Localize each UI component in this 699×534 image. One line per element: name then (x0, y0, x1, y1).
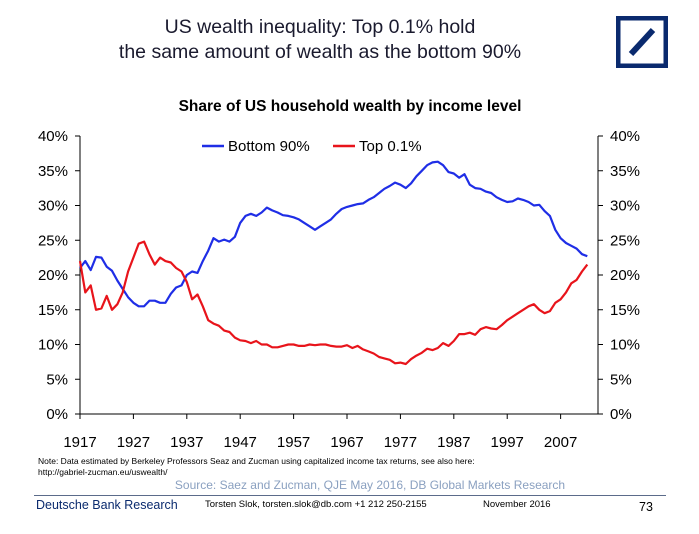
page-title-line2: the same amount of wealth as the bottom … (118, 41, 522, 63)
chart-source: Source: Saez and Zucman, QJE May 2016, D… (174, 478, 566, 492)
footer-contact: Torsten Slok, torsten.slok@db.com +1 212… (205, 499, 427, 510)
y-tick-label-right: 10% (610, 337, 640, 354)
y-tick-label-right: 35% (610, 163, 640, 180)
y-tick-label-right: 0% (610, 406, 632, 423)
footer-date: November 2016 (483, 499, 551, 510)
y-tick-label-right: 40% (610, 128, 640, 145)
y-tick-label-right: 15% (610, 302, 640, 319)
y-tick-label-left: 15% (38, 302, 68, 319)
x-tick-label: 1997 (491, 434, 524, 451)
y-tick-label-right: 30% (610, 198, 640, 215)
note-line1: Note: Data estimated by Berkeley Profess… (38, 456, 475, 466)
x-tick-label: 1927 (117, 434, 150, 451)
series-line-bottom-90 (79, 160, 588, 308)
x-tick-label: 1957 (277, 434, 310, 451)
y-tick-label-left: 30% (38, 198, 68, 215)
series-line-top-0-1 (78, 240, 589, 366)
footer-brand: Deutsche Bank Research (36, 498, 178, 512)
legend-label: Bottom 90% (228, 138, 310, 155)
x-tick-label: 2007 (544, 434, 577, 451)
chart-axes: 0% 0% 5% 5% 10% 10% 15% 15% 20% 20% 25% 25% 30% 30% 35… (38, 128, 640, 451)
legend-label: Top 0.1% (359, 138, 422, 155)
y-tick-label-right: 20% (610, 267, 640, 284)
y-tick-label-left: 5% (46, 371, 68, 388)
y-tick-label-left: 10% (38, 337, 68, 354)
x-tick-label: 1977 (384, 434, 417, 451)
chart-note: Note: Data estimated by Berkeley Profess… (38, 456, 628, 478)
footer-divider (34, 495, 666, 496)
x-tick-label: 1967 (330, 434, 363, 451)
x-tick-label: 1937 (170, 434, 203, 451)
x-tick-label: 1917 (63, 434, 96, 451)
y-tick-label-right: 5% (610, 371, 632, 388)
page-title-line1: US wealth inequality: Top 0.1% hold (164, 16, 476, 38)
chart-legend: Bottom 90% Top 0.1% (202, 138, 422, 155)
y-tick-label-left: 35% (38, 163, 68, 180)
page-number: 73 (639, 500, 653, 514)
x-tick-label: 1947 (224, 434, 257, 451)
chart-series (78, 160, 589, 366)
x-tick-label: 1987 (437, 434, 470, 451)
y-tick-label-left: 0% (46, 406, 68, 423)
note-url: http://gabriel-zucman.eu/uswealth/ (38, 467, 168, 477)
y-tick-label-left: 40% (38, 128, 68, 145)
y-tick-label-right: 25% (610, 232, 640, 249)
chart-title: Share of US household wealth by income l… (178, 98, 522, 115)
deutsche-bank-logo-icon (616, 16, 668, 68)
y-tick-label-left: 25% (38, 232, 68, 249)
y-tick-label-left: 20% (38, 267, 68, 284)
